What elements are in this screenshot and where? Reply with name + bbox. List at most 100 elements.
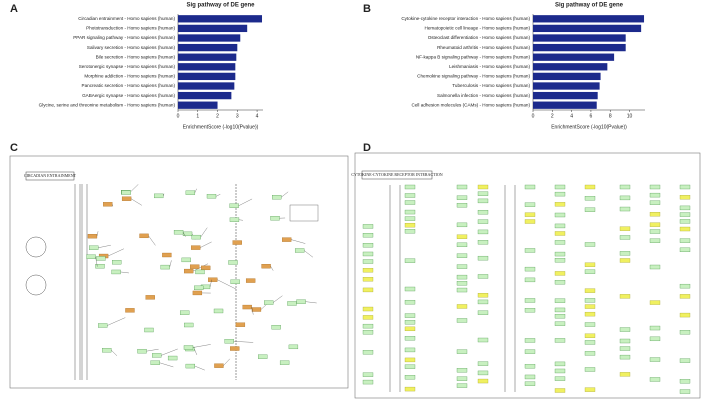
gene-box [456,253,468,258]
y-tick-label: Salmonella infection - Homo sapiens (hum… [437,93,530,98]
gene-box [679,330,691,335]
arrow [130,184,139,193]
gene-box [362,277,374,282]
gene-box [679,389,691,394]
cell [25,236,47,258]
gene-box [456,203,468,208]
arrow [194,365,205,371]
y-tick-label: Pancreatic secretion - Homo sapiens (hum… [82,83,176,88]
bar [178,101,218,109]
gene-box [477,184,489,190]
gene-box [456,318,468,323]
x-tick-label: 2 [551,113,554,119]
gene-box [264,300,274,305]
gene-box [89,245,99,250]
legend-box [289,204,319,222]
gene-box [584,184,596,190]
gene-box [524,374,536,380]
gene-box [404,299,416,305]
bar [178,63,236,71]
gene-box [362,379,374,385]
y-tick-label: Morphine addiction - Homo sapiens (human… [84,74,175,79]
gene-box [649,222,661,227]
gene-box [102,348,112,353]
gene-box [214,363,224,368]
gene-box [524,338,536,343]
y-tick-label: Hematopoietic cell lineage - Homo sapien… [425,26,531,31]
gene-box [261,264,271,269]
bar [533,72,601,81]
gene-box [362,233,374,238]
gene-box [679,358,691,363]
arrow [200,227,208,238]
gene-box [404,364,416,369]
bar [533,43,626,52]
gene-box [404,222,416,228]
gene-box [404,375,416,380]
arrow [112,204,113,207]
bar [178,91,232,100]
gene-box [287,301,297,306]
gene-box [184,268,194,274]
gene-box [649,377,661,382]
gene-box [194,285,204,291]
arrow [291,239,306,244]
gene-box [173,230,184,235]
y-tick-label: NF-kappa B signaling pathway - Homo sapi… [416,54,531,59]
y-tick-label: Rheumatoid arthritis - Homo sapiens (hum… [437,45,530,50]
gene-box [208,277,218,282]
gene-box [524,248,536,253]
x-tick-label: 3 [236,113,239,119]
gene-box [554,251,566,257]
gene-box [258,354,268,359]
gene-box [213,308,224,314]
gene-box [404,200,416,205]
gene-box [584,262,596,267]
chart-title: Sig pathway of DE gene [186,3,255,9]
gene-box [619,195,631,201]
arrow [96,231,99,237]
gene-box [362,306,374,312]
gene-box [649,357,661,362]
gene-box [619,206,631,212]
x-tick-label: 8 [609,113,612,119]
gene-box [477,274,489,279]
gene-box [191,245,201,250]
gene-box [404,357,416,363]
gene-box [362,251,374,257]
gene-box [362,287,374,293]
gene-box [154,193,164,199]
y-tick-label: Cytokine-cytokine receptor interaction -… [401,16,530,21]
arrow [146,349,159,352]
arrow [304,250,314,258]
gene-box [554,280,566,285]
pathway-diagrams [25,184,691,394]
arrow [98,245,111,248]
gene-box [477,293,489,298]
gene-box [554,191,566,197]
gene-box [362,315,374,320]
gene-box [477,310,489,315]
gene-box [554,376,566,381]
gene-box [477,337,489,343]
gene-box [679,212,691,217]
y-tick-label: Osteoclast differentiation - Homo sapien… [428,35,531,40]
bar [178,72,236,81]
arrow [217,279,237,290]
gene-box [242,304,252,310]
arrow [251,307,254,315]
arrow [273,295,283,303]
arrow [270,266,274,271]
gene-box [679,283,691,289]
gene-box [679,312,691,318]
gene-box [456,376,468,381]
gene-box [554,314,566,319]
gene-box [229,217,240,222]
y-tick-label: Leishmaniasis - Homo sapiens (human) [449,64,530,69]
gene-box [404,216,416,221]
x-tick-label: 0 [177,113,180,119]
gene-box [404,209,416,215]
gene-box [456,242,468,248]
gene-box [228,260,238,265]
gene-box [619,327,631,332]
